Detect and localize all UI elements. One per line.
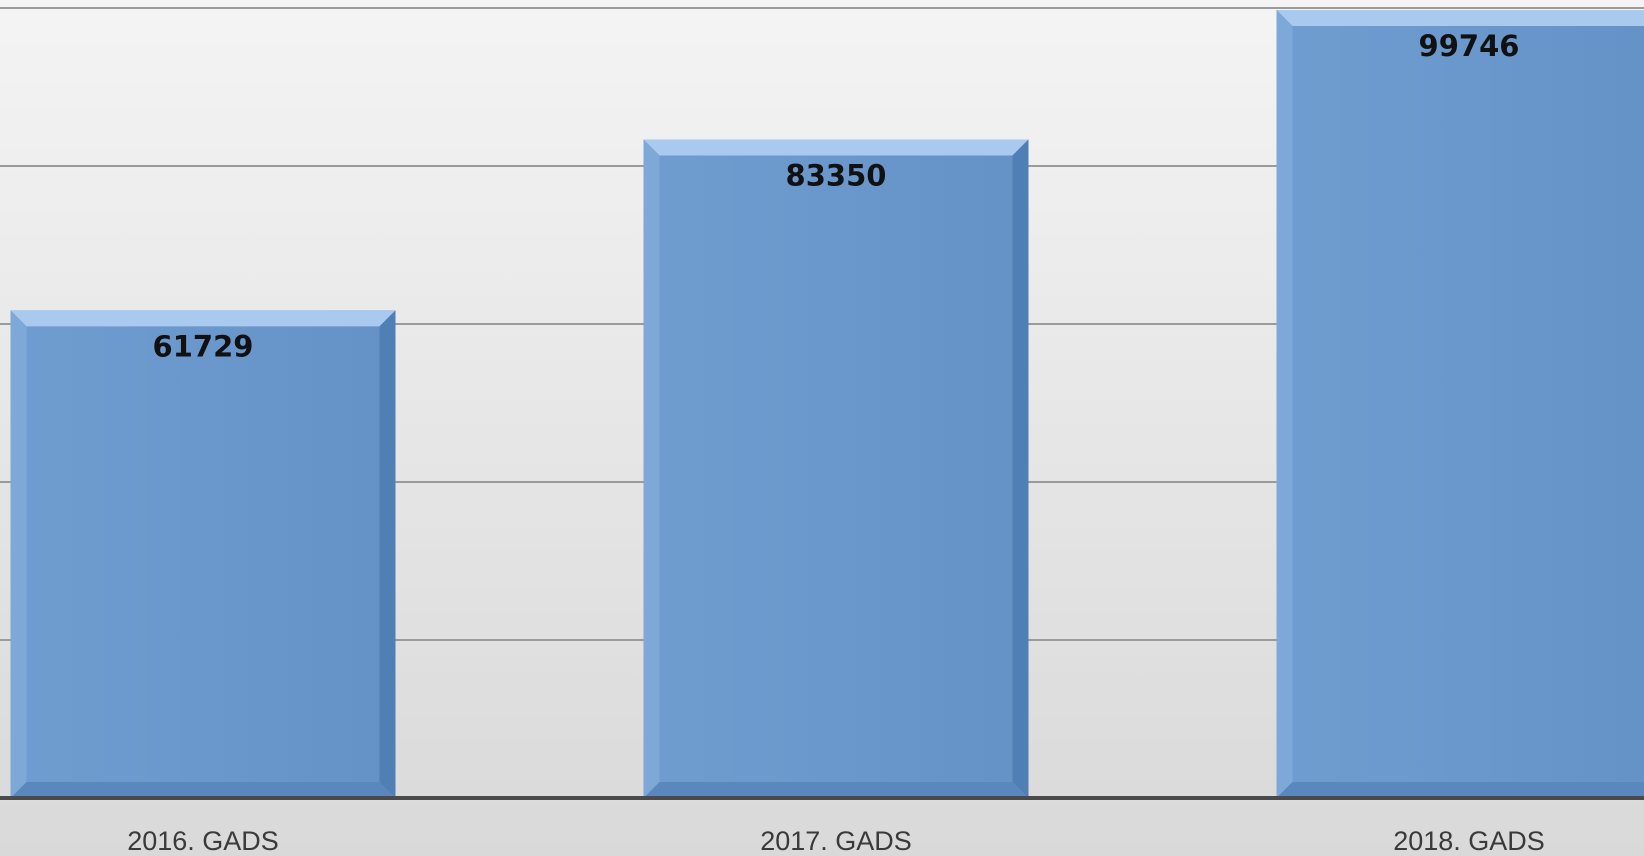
- bar-body: [10, 310, 396, 798]
- x-tick-labels: 2016. GADS 2017. GADS 2018. GADS: [127, 826, 1545, 856]
- bar-bevel-bottom: [10, 782, 396, 798]
- bar-bevel-bottom: [1276, 782, 1644, 798]
- bar-body: [1276, 10, 1644, 799]
- bar-bevel-top: [1276, 10, 1644, 27]
- data-label-3: 99746: [1419, 29, 1520, 63]
- bar-bevel-top: [10, 310, 396, 327]
- data-labels: 61729 83350 99746: [153, 29, 1520, 363]
- data-label-2: 83350: [786, 159, 887, 193]
- bar-bevel-right: [379, 310, 396, 798]
- bar-3: [1276, 10, 1644, 799]
- bars: [10, 10, 1644, 799]
- bar-bevel-left: [1276, 10, 1293, 799]
- bar-bevel-left: [10, 310, 27, 798]
- bar-body: [643, 139, 1029, 798]
- bar-bevel-bottom: [643, 782, 1029, 798]
- bar-bevel-left: [643, 139, 660, 798]
- data-label-1: 61729: [153, 329, 254, 363]
- bar-bevel-top: [643, 139, 1029, 156]
- bar-bevel-right: [1012, 139, 1029, 798]
- bar-2: [643, 139, 1029, 798]
- x-tick-label-2: 2017. GADS: [760, 826, 912, 856]
- x-tick-label-1: 2016. GADS: [127, 826, 279, 856]
- x-tick-label-3: 2018. GADS: [1393, 826, 1545, 856]
- bar-1: [10, 310, 396, 798]
